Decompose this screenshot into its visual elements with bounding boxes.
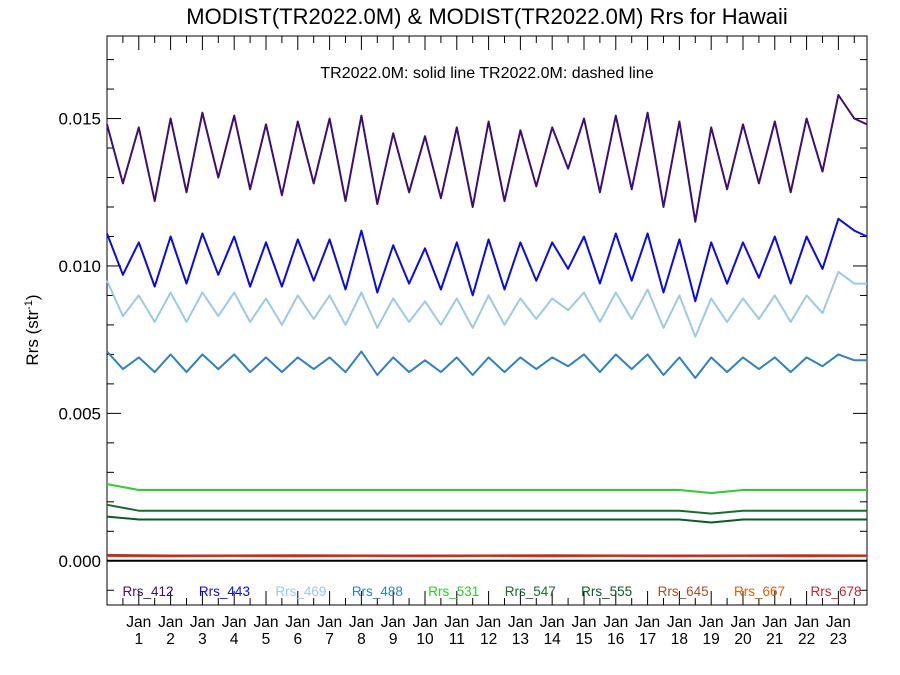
- y-axis-label-main: Rrs (str: [23, 310, 42, 366]
- plot-area: 0.0000.0050.0100.015Jan1Jan2Jan3Jan4Jan5…: [58, 35, 868, 648]
- x-tick-month-label: Jan: [635, 614, 660, 631]
- y-axis-label-close: ): [23, 294, 42, 300]
- x-tick-year-label: 16: [607, 631, 624, 648]
- x-tick-month-label: Jan: [126, 614, 151, 631]
- x-tick-year-label: 3: [198, 631, 207, 648]
- x-tick-month-label: Jan: [253, 614, 278, 631]
- y-tick-label: 0.005: [58, 404, 101, 423]
- legend-label-rrs-412: Rrs_412: [122, 584, 173, 599]
- x-tick-year-label: 11: [449, 631, 465, 648]
- x-tick-year-label: 6: [293, 631, 302, 648]
- x-tick-month-label: Jan: [285, 614, 310, 631]
- x-tick-month-label: Jan: [794, 614, 819, 631]
- x-tick-year-label: 21: [766, 631, 783, 648]
- y-axis-label: Rrs (str-1): [23, 294, 42, 365]
- x-tick-month-label: Jan: [190, 614, 215, 631]
- x-tick-month-label: Jan: [699, 614, 724, 631]
- legend-label-rrs-667: Rrs_667: [734, 584, 785, 599]
- x-tick-month-label: Jan: [317, 614, 342, 631]
- x-tick-year-label: 7: [325, 631, 334, 648]
- series-line-rrs-531: [106, 483, 867, 494]
- x-tick-month-label: Jan: [508, 614, 533, 631]
- x-tick-month-label: Jan: [762, 614, 787, 631]
- x-tick-year-label: 2: [166, 631, 175, 648]
- x-tick-month-label: Jan: [381, 614, 406, 631]
- legend-label-rrs-547: Rrs_547: [505, 584, 556, 599]
- y-tick-label: 0.010: [58, 257, 101, 276]
- chart-note: TR2022.0M: solid line TR2022.0M: dashed …: [320, 65, 653, 82]
- x-tick-month-label: Jan: [571, 614, 596, 631]
- legend-label-rrs-531: Rrs_531: [428, 584, 479, 599]
- y-tick-label: 0.015: [58, 110, 101, 129]
- legend-label-rrs-443: Rrs_443: [199, 584, 250, 599]
- series-line-rrs-469: [106, 270, 867, 338]
- x-tick-year-label: 18: [671, 631, 688, 648]
- legend-label-rrs-678: Rrs_678: [810, 584, 861, 599]
- series-line-rrs-547: [106, 503, 867, 515]
- x-tick-month-label: Jan: [540, 614, 565, 631]
- x-tick-year-label: 23: [830, 631, 847, 648]
- x-tick-month-label: Jan: [349, 614, 374, 631]
- y-tick-label: 0.000: [58, 552, 101, 571]
- x-tick-month-label: Jan: [603, 614, 628, 631]
- series-line-rrs-488: [106, 350, 867, 379]
- x-tick-year-label: 12: [480, 631, 497, 648]
- x-tick-month-label: Jan: [730, 614, 755, 631]
- x-tick-year-label: 5: [262, 631, 271, 648]
- legend-label-rrs-555: Rrs_555: [581, 584, 632, 599]
- x-tick-year-label: 15: [575, 631, 592, 648]
- series-line-rrs-412: [106, 94, 868, 223]
- x-tick-month-label: Jan: [444, 614, 469, 631]
- legend-label-rrs-488: Rrs_488: [352, 584, 403, 599]
- x-tick-year-label: 20: [734, 631, 752, 648]
- x-tick-year-label: 1: [134, 631, 143, 648]
- x-tick-month-label: Jan: [222, 614, 247, 631]
- y-axis-label-superscript: -1: [23, 300, 35, 310]
- x-tick-month-label: Jan: [412, 614, 437, 631]
- series-line-rrs-443: [106, 217, 868, 303]
- series-line-rrs-555: [106, 515, 867, 524]
- x-tick-year-label: 17: [639, 631, 656, 648]
- x-tick-year-label: 22: [798, 631, 815, 648]
- x-tick-month-label: Jan: [826, 614, 851, 631]
- x-tick-year-label: 9: [389, 631, 398, 648]
- chart-title: MODIST(TR2022.0M) & MODIST(TR2022.0M) Rr…: [186, 4, 787, 29]
- x-tick-month-label: Jan: [476, 614, 501, 631]
- x-tick-year-label: 8: [357, 631, 366, 648]
- x-tick-month-label: Jan: [667, 614, 692, 631]
- x-tick-year-label: 13: [512, 631, 529, 648]
- legend-label-rrs-469: Rrs_469: [275, 584, 326, 599]
- x-tick-month-label: Jan: [158, 614, 183, 631]
- legend-label-rrs-645: Rrs_645: [658, 584, 709, 599]
- x-tick-year-label: 19: [703, 631, 720, 648]
- plot-frame: [106, 35, 868, 606]
- x-tick-year-label: 10: [416, 631, 434, 648]
- x-tick-year-label: 14: [544, 631, 562, 648]
- x-tick-year-label: 4: [230, 631, 239, 648]
